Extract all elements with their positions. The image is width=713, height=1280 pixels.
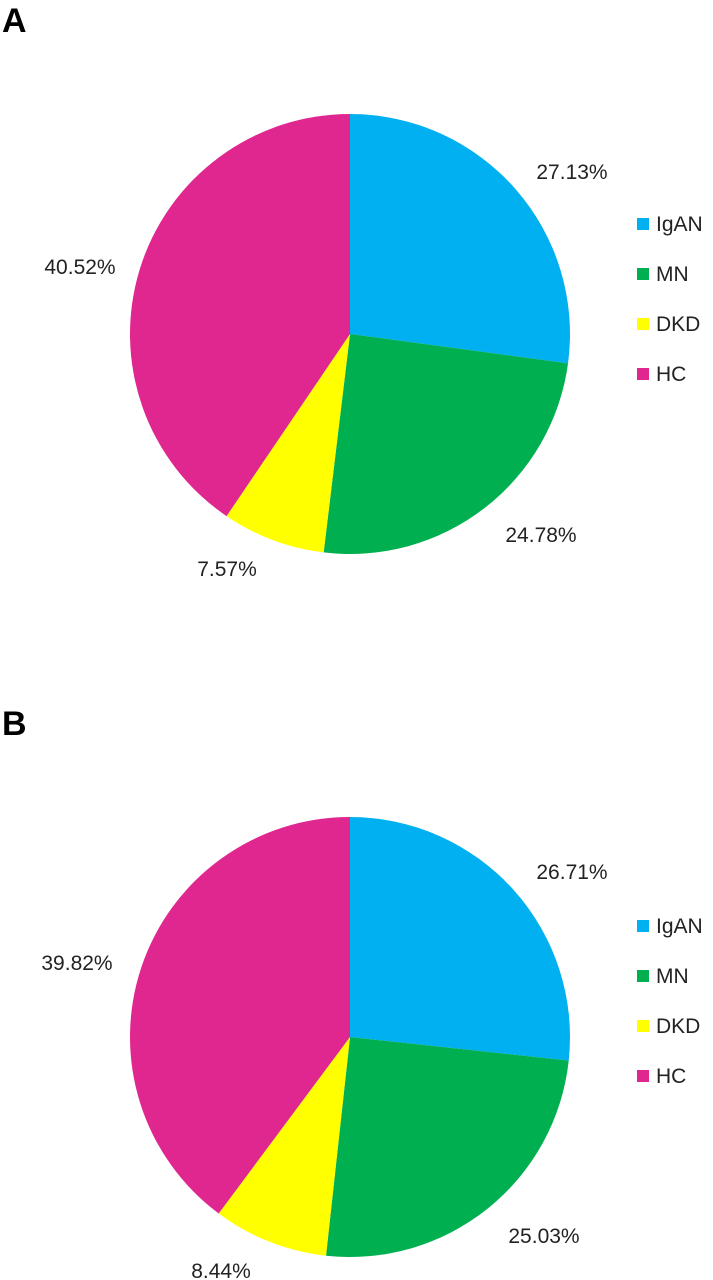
data-label-dkd: 7.57% (197, 558, 257, 581)
legend-swatch-dkd (637, 1020, 649, 1032)
pie-slice-igan (350, 817, 570, 1061)
panel-b: B 26.71% 25.03% 8.44% 39.82% IgAN MN DKD HC (2, 705, 703, 1280)
pie-b-data-labels: 26.71% 25.03% 8.44% 39.82% (41, 861, 607, 1280)
data-label-igan: 26.71% (536, 861, 607, 884)
panel-a: A 27.13% 24.78% 7.57% 40.52% IgAN MN DKD HC (2, 2, 703, 581)
legend-label-dkd: DKD (656, 313, 700, 336)
pie-slice-dkd (226, 334, 350, 553)
legend-label-mn: MN (656, 965, 689, 988)
legend-swatch-hc (637, 1070, 649, 1082)
pie-slice-hc (129, 816, 350, 1214)
legend-swatch-mn (637, 970, 649, 982)
pie-a-data-labels: 27.13% 24.78% 7.57% 40.52% (44, 161, 607, 581)
data-label-dkd: 8.44% (191, 1260, 251, 1280)
legend-label-mn: MN (656, 263, 689, 286)
legend-swatch-igan (637, 218, 649, 230)
legend-b: IgAN MN DKD HC (637, 915, 703, 1088)
data-label-hc: 40.52% (44, 256, 115, 279)
legend-label-hc: HC (656, 363, 686, 386)
pie-slice-dkd (218, 1037, 350, 1256)
pie-slice-mn (323, 334, 569, 555)
data-label-mn: 25.03% (508, 1225, 579, 1248)
data-label-mn: 24.78% (505, 524, 576, 547)
legend-label-igan: IgAN (656, 915, 703, 938)
data-label-hc: 39.82% (41, 952, 112, 975)
pie-slice-igan (350, 114, 570, 364)
legend-label-igan: IgAN (656, 213, 703, 236)
data-label-igan: 27.13% (536, 161, 607, 184)
legend-swatch-igan (637, 920, 649, 932)
legend-a: IgAN MN DKD HC (637, 213, 703, 386)
legend-label-hc: HC (656, 1065, 686, 1088)
pie-slice-mn (326, 1037, 569, 1258)
legend-swatch-dkd (637, 318, 649, 330)
pie-slice-hc (130, 114, 350, 517)
pie-b (129, 816, 570, 1258)
legend-swatch-hc (637, 368, 649, 380)
pie-a (130, 114, 570, 555)
panel-a-label: A (2, 2, 27, 40)
legend-swatch-mn (637, 268, 649, 280)
legend-label-dkd: DKD (656, 1015, 700, 1038)
panel-b-label: B (2, 705, 27, 743)
